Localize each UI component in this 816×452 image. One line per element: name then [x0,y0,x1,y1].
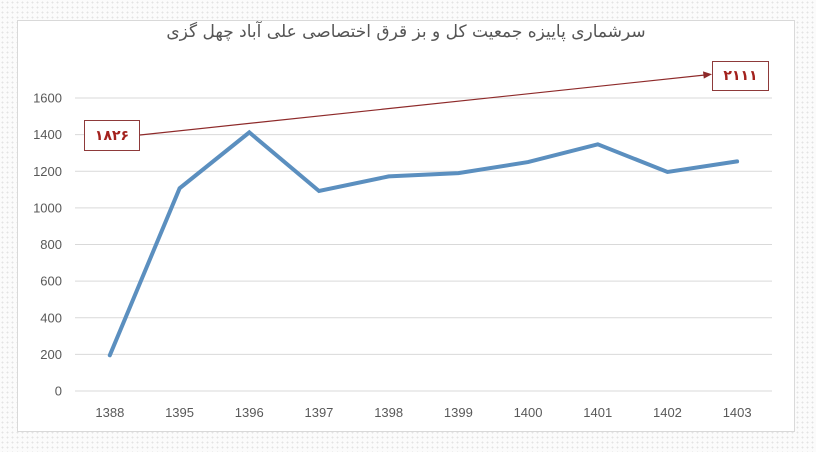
x-tick-label: 1396 [235,405,264,420]
arrow-head-icon [703,71,712,79]
annotation-arrow [139,74,706,136]
series-line [107,129,740,358]
gridlines [75,97,772,392]
x-tick-label: 1399 [444,405,473,420]
x-tick-label: 1397 [304,405,333,420]
y-tick-label: 400 [40,310,62,325]
y-tick-label: 0 [55,384,62,399]
x-tick-label: 1400 [514,405,543,420]
x-tick-label: 1401 [583,405,612,420]
y-tick-label: 200 [40,347,62,362]
y-tick-label: 600 [40,274,62,289]
end-value-label: ۲۱۱۱ [723,68,758,84]
start-value-callout: ۱۸۲۶ [84,120,140,151]
y-tick-label: 1400 [33,127,62,142]
chart-frame [17,20,795,432]
chart-title-text: سرشماری پاییزه جمعیت کل و بز قرق اختصاصی… [166,22,646,42]
y-tick-label: 1000 [33,200,62,215]
x-axis-ticks: 1388 1395 1396 1397 1398 1399 1400 1401 1402 1403 [95,405,751,420]
x-tick-label: 1388 [95,405,124,420]
y-axis-ticks: 0 200 400 600 800 1000 1200 1400 1600 [33,91,62,399]
x-tick-label: 1398 [374,405,403,420]
y-tick-label: 1600 [33,91,62,106]
end-value-callout: ۲۱۱۱ [712,61,769,91]
start-value-label: ۱۸۲۶ [94,127,130,144]
y-tick-label: 800 [40,237,62,252]
x-tick-label: 1402 [653,405,682,420]
chart-title: سرشماری پاییزه جمعیت کل و بز قرق اختصاصی… [0,22,816,42]
y-tick-label: 1200 [33,164,62,179]
x-tick-label: 1403 [723,405,752,420]
x-tick-label: 1395 [165,405,194,420]
